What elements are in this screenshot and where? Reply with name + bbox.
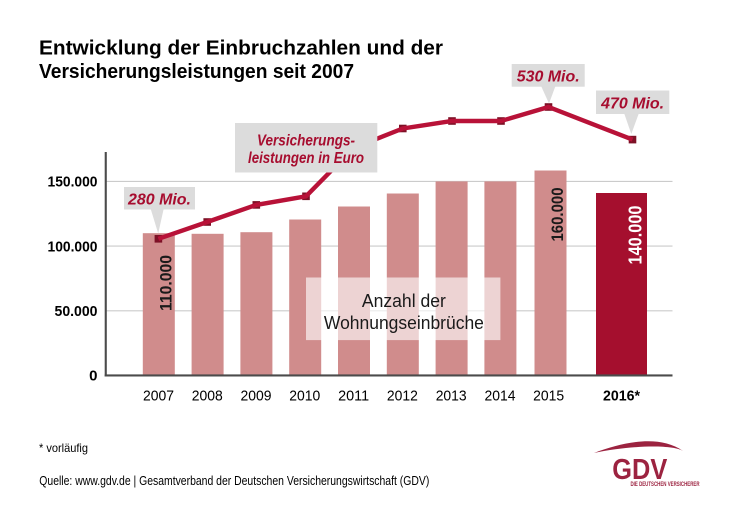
svg-text:GDV: GDV xyxy=(612,454,667,486)
svg-text:110.000: 110.000 xyxy=(157,255,176,311)
svg-text:2013: 2013 xyxy=(436,388,467,405)
svg-text:160.000: 160.000 xyxy=(548,188,567,242)
svg-text:2012: 2012 xyxy=(387,388,418,405)
svg-text:Anzahl der: Anzahl der xyxy=(362,291,446,311)
svg-text:280 Mio.: 280 Mio. xyxy=(127,192,191,209)
svg-text:2014: 2014 xyxy=(485,388,516,405)
svg-text:150.000: 150.000 xyxy=(48,174,98,191)
svg-text:Versicherungsleistungen seit 2: Versicherungsleistungen seit 2007 xyxy=(39,61,354,83)
svg-text:Entwicklung der Einbruchzahlen: Entwicklung der Einbruchzahlen und der xyxy=(39,38,443,60)
svg-text:leistungen in Euro: leistungen in Euro xyxy=(248,150,364,167)
svg-text:470 Mio.: 470 Mio. xyxy=(600,96,664,113)
svg-text:530 Mio.: 530 Mio. xyxy=(517,69,580,86)
svg-text:Versicherungs-: Versicherungs- xyxy=(257,133,355,150)
svg-text:50.000: 50.000 xyxy=(55,303,98,320)
svg-text:2016*: 2016* xyxy=(603,388,640,405)
svg-text:2008: 2008 xyxy=(192,388,223,405)
svg-text:2011: 2011 xyxy=(338,388,369,405)
svg-text:Wohnungseinbrüche: Wohnungseinbrüche xyxy=(324,313,484,333)
svg-text:2010: 2010 xyxy=(289,388,320,405)
svg-text:100.000: 100.000 xyxy=(48,238,98,255)
svg-text:2007: 2007 xyxy=(143,388,174,405)
svg-text:140.000: 140.000 xyxy=(626,206,646,265)
svg-text:Quelle: www.gdv.de | Gesamtver: Quelle: www.gdv.de | Gesamtverband der D… xyxy=(39,473,429,488)
svg-text:2009: 2009 xyxy=(241,388,272,405)
svg-text:DIE DEUTSCHEN VERSICHERER: DIE DEUTSCHEN VERSICHERER xyxy=(631,482,700,488)
svg-text:2015: 2015 xyxy=(533,388,564,405)
svg-text:* vorläufig: * vorläufig xyxy=(39,441,88,455)
svg-text:0: 0 xyxy=(89,368,97,385)
